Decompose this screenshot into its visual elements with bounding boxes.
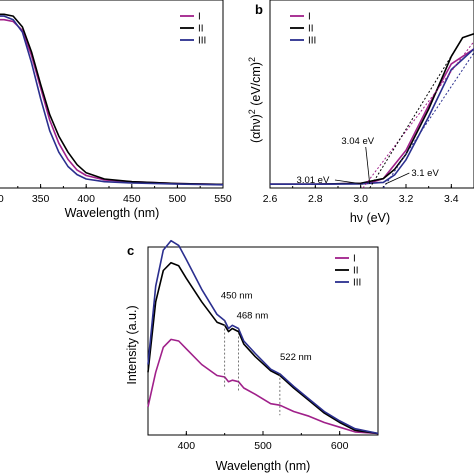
panel-c-xtick-label: 400 bbox=[178, 440, 196, 452]
panel-c-series-ii bbox=[147, 261, 379, 435]
panel-a-legend-label: II bbox=[198, 24, 204, 35]
panel-b-annotation: 3.01 eV bbox=[297, 175, 330, 186]
panel-b-tangent-iii bbox=[382, 52, 474, 189]
panel-b-xtick-label: 2.6 bbox=[263, 193, 278, 205]
panel-b-ylabel-main: (αhν) bbox=[249, 114, 263, 143]
panel-a-legend-label: III bbox=[198, 36, 206, 47]
panel-b-series-i bbox=[270, 48, 474, 185]
panel-b-series-iii bbox=[270, 48, 474, 185]
panel-c-xtick-label: 600 bbox=[331, 440, 349, 452]
panel-b-xlabel: hν (eV) bbox=[350, 211, 390, 225]
panel-c-series-i bbox=[147, 338, 379, 435]
panel-c-legend-label: II bbox=[353, 266, 359, 277]
panel-a-xtick-label: 450 bbox=[123, 193, 141, 205]
panel-b-legend-label: I bbox=[308, 12, 311, 23]
panel-c-peak-label: 450 nm bbox=[221, 291, 253, 302]
panel-b-xtick-label: 3.2 bbox=[399, 193, 414, 205]
panel-b-annotation-arrow bbox=[385, 172, 410, 185]
panel-b-xtick-label: 3.4 bbox=[444, 193, 459, 205]
panel-c-legend-label: I bbox=[353, 254, 356, 265]
panel-a-series-iii bbox=[0, 15, 224, 186]
panel-c-xtick-label: 500 bbox=[254, 440, 272, 452]
panel-c-ylabel: Intensity (a.u.) bbox=[125, 305, 139, 384]
panel-c-letter: c bbox=[127, 243, 134, 258]
panel-b-xtick-label: 3.0 bbox=[353, 193, 368, 205]
panel-a-legend-label: I bbox=[198, 12, 201, 23]
panel-c-series-iii bbox=[147, 239, 379, 435]
panel-b-series-ii bbox=[270, 33, 474, 185]
panel-b-legend-label: II bbox=[308, 24, 314, 35]
panel-a-series-ii bbox=[0, 13, 224, 186]
panel-b-ylabel-unit: (eV/cm) bbox=[249, 62, 263, 109]
panel-b-tangent-i bbox=[362, 41, 474, 189]
panel-a-xtick-label: 500 bbox=[169, 193, 187, 205]
panel-b-letter: b bbox=[255, 2, 263, 17]
panel-b-ylabel-sup2: 2 bbox=[247, 57, 257, 62]
panel-b-annotation: 3.1 eV bbox=[411, 168, 439, 179]
panel-a-xtick-label: 550 bbox=[214, 193, 232, 205]
panel-c-xlabel: Wavelength (nm) bbox=[216, 459, 311, 473]
panel-c-peak-label: 468 nm bbox=[237, 310, 269, 321]
panel-c-legend-label: III bbox=[353, 278, 361, 289]
panel-b-annotation-arrow bbox=[365, 146, 371, 185]
panel-b-ylabel: (αhν)2 (eV/cm)2 bbox=[247, 57, 263, 143]
panel-b-xtick-label: 2.8 bbox=[308, 193, 323, 205]
panel-b-frame bbox=[269, 0, 474, 189]
panel-b-legend-label: III bbox=[308, 36, 316, 47]
panel-a-xlabel: Wavelength (nm) bbox=[65, 206, 160, 220]
panel-b-annotation: 3.04 eV bbox=[341, 136, 374, 147]
panel-a-xtick-label: 350 bbox=[32, 193, 50, 205]
panel-a-xtick-label: 300 bbox=[0, 193, 4, 205]
panel-c-frame bbox=[147, 246, 379, 436]
panel-a-xtick-label: 400 bbox=[77, 193, 95, 205]
panel-a-series-i bbox=[0, 18, 224, 186]
panel-c-peak-label: 522 nm bbox=[280, 352, 312, 363]
panel-b-tangent-ii bbox=[369, 37, 464, 189]
panel-b-annotation-arrow bbox=[334, 179, 363, 185]
panel-b-ylabel-sup: 2 bbox=[247, 109, 257, 114]
